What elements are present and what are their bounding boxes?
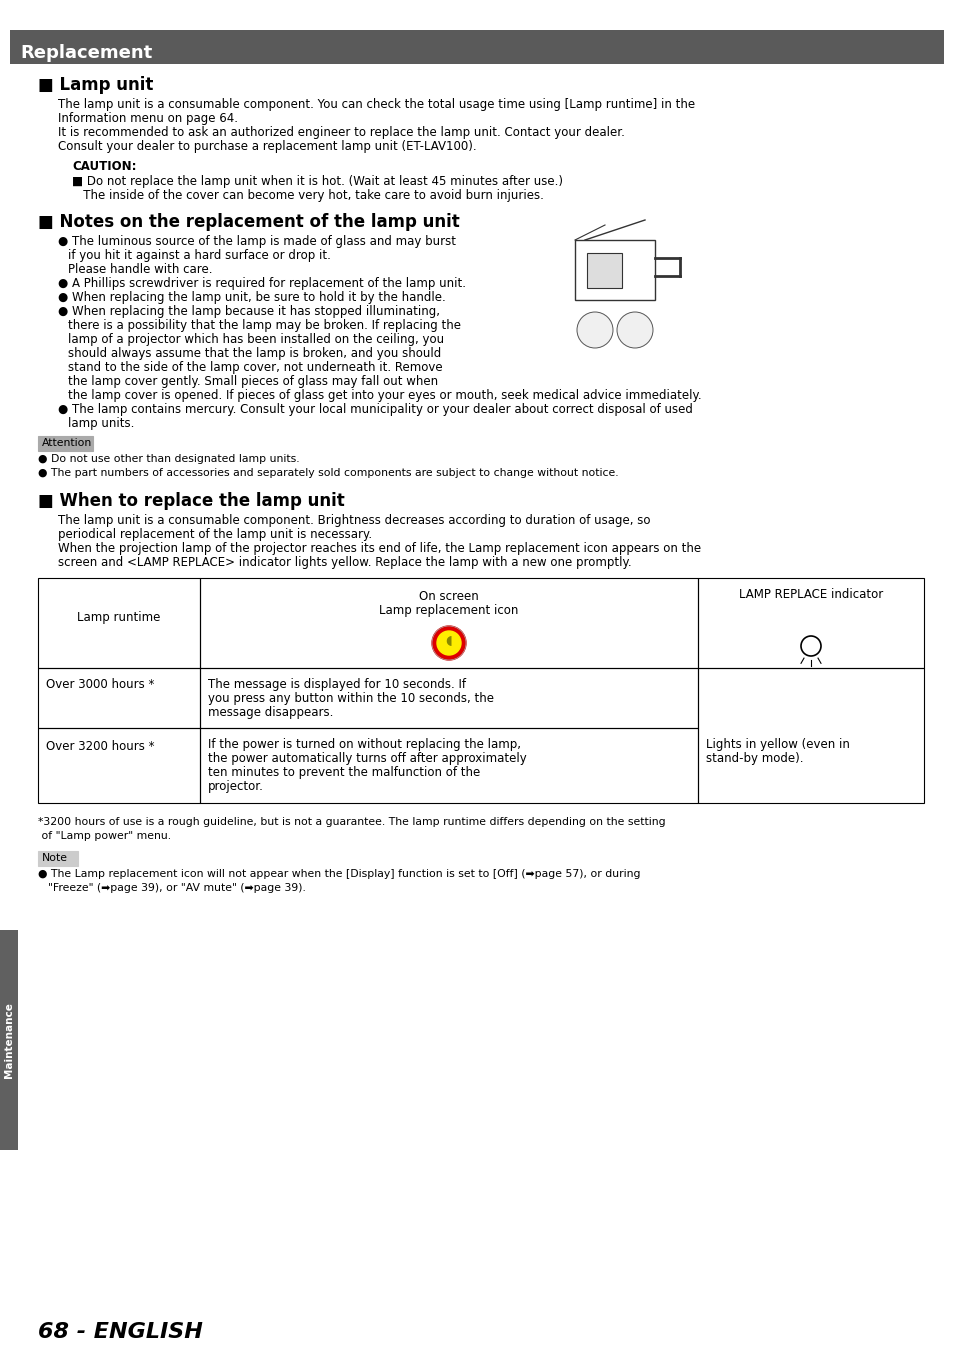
Text: Lamp replacement icon: Lamp replacement icon	[379, 603, 518, 617]
Text: screen and <LAMP REPLACE> indicator lights yellow. Replace the lamp with a new o: screen and <LAMP REPLACE> indicator ligh…	[58, 556, 631, 568]
Bar	[200, 728, 698, 803]
Bar	[200, 668, 698, 728]
Text: should always assume that the lamp is broken, and you should: should always assume that the lamp is br…	[68, 347, 441, 360]
Bar	[38, 728, 200, 803]
Text: The lamp unit is a consumable component. Brightness decreases according to durat: The lamp unit is a consumable component.…	[58, 514, 650, 526]
Text: Note: Note	[42, 853, 68, 863]
Text: Information menu on page 64.: Information menu on page 64.	[58, 112, 237, 126]
Text: Attention: Attention	[42, 437, 92, 448]
Circle shape	[436, 630, 460, 655]
Bar	[38, 578, 200, 668]
Text: lamp of a projector which has been installed on the ceiling, you: lamp of a projector which has been insta…	[68, 333, 444, 346]
Text: ● The luminous source of the lamp is made of glass and may burst: ● The luminous source of the lamp is mad…	[58, 235, 456, 248]
Text: stand to the side of the lamp cover, not underneath it. Remove: stand to the side of the lamp cover, not…	[68, 360, 442, 374]
Text: When the projection lamp of the projector reaches its end of life, the Lamp repl: When the projection lamp of the projecto…	[58, 541, 700, 555]
Text: stand-by mode).: stand-by mode).	[705, 752, 802, 765]
Text: ● Do not use other than designated lamp units.: ● Do not use other than designated lamp …	[38, 454, 299, 464]
Text: ■ Notes on the replacement of the lamp unit: ■ Notes on the replacement of the lamp u…	[38, 213, 459, 231]
Text: of "Lamp power" menu.: of "Lamp power" menu.	[38, 832, 171, 841]
Text: ◖: ◖	[445, 633, 452, 647]
Bar	[38, 668, 200, 728]
Text: ● When replacing the lamp because it has stopped illuminating,: ● When replacing the lamp because it has…	[58, 305, 439, 319]
Text: you press any button within the 10 seconds, the: you press any button within the 10 secon…	[208, 693, 494, 705]
Text: 68 - ENGLISH: 68 - ENGLISH	[38, 1322, 203, 1342]
Text: Over 3000 hours *: Over 3000 hours *	[46, 678, 154, 691]
Text: the lamp cover is opened. If pieces of glass get into your eyes or mouth, seek m: the lamp cover is opened. If pieces of g…	[68, 389, 700, 402]
Text: the power automatically turns off after approximately: the power automatically turns off after …	[208, 752, 526, 765]
Text: if you hit it against a hard surface or drop it.: if you hit it against a hard surface or …	[68, 248, 331, 262]
Bar	[698, 668, 923, 803]
Text: CAUTION:: CAUTION:	[71, 161, 136, 173]
Bar	[698, 578, 923, 668]
Text: there is a possibility that the lamp may be broken. If replacing the: there is a possibility that the lamp may…	[68, 319, 460, 332]
Text: Consult your dealer to purchase a replacement lamp unit (ET-LAV100).: Consult your dealer to purchase a replac…	[58, 140, 476, 153]
Text: projector.: projector.	[208, 780, 264, 792]
Circle shape	[617, 312, 652, 348]
Bar	[38, 850, 78, 865]
Text: The inside of the cover can become very hot, take care to avoid burn injuries.: The inside of the cover can become very …	[71, 189, 543, 202]
Text: The lamp unit is a consumable component. You can check the total usage time usin: The lamp unit is a consumable component.…	[58, 99, 695, 111]
Text: ■ When to replace the lamp unit: ■ When to replace the lamp unit	[38, 491, 344, 510]
Text: ● The lamp contains mercury. Consult your local municipality or your dealer abou: ● The lamp contains mercury. Consult you…	[58, 404, 692, 416]
Bar	[586, 252, 621, 288]
Bar	[0, 930, 18, 1150]
Text: ● The Lamp replacement icon will not appear when the [Display] function is set t: ● The Lamp replacement icon will not app…	[38, 869, 639, 879]
Text: On screen: On screen	[418, 590, 478, 603]
Text: If the power is turned on without replacing the lamp,: If the power is turned on without replac…	[208, 738, 520, 751]
Text: ten minutes to prevent the malfunction of the: ten minutes to prevent the malfunction o…	[208, 765, 479, 779]
Circle shape	[432, 626, 465, 660]
Text: Lights in yellow (even in: Lights in yellow (even in	[705, 738, 849, 751]
Text: Replacement: Replacement	[20, 45, 152, 62]
Text: lamp units.: lamp units.	[68, 417, 134, 431]
Text: ■ Do not replace the lamp unit when it is hot. (Wait at least 45 minutes after u: ■ Do not replace the lamp unit when it i…	[71, 176, 562, 188]
Text: message disappears.: message disappears.	[208, 706, 333, 720]
Text: Maintenance: Maintenance	[4, 1002, 14, 1077]
Circle shape	[577, 312, 613, 348]
Text: LAMP REPLACE indicator: LAMP REPLACE indicator	[739, 589, 882, 601]
Text: Over 3200 hours *: Over 3200 hours *	[46, 740, 154, 753]
Bar	[575, 240, 655, 300]
Bar	[200, 578, 698, 668]
Text: It is recommended to ask an authorized engineer to replace the lamp unit. Contac: It is recommended to ask an authorized e…	[58, 126, 624, 139]
Text: ■ Lamp unit: ■ Lamp unit	[38, 76, 153, 95]
Text: "Freeze" (➡page 39), or "AV mute" (➡page 39).: "Freeze" (➡page 39), or "AV mute" (➡page…	[48, 883, 306, 892]
Text: ● A Phillips screwdriver is required for replacement of the lamp unit.: ● A Phillips screwdriver is required for…	[58, 277, 465, 290]
Text: The message is displayed for 10 seconds. If: The message is displayed for 10 seconds.…	[208, 678, 465, 691]
Text: Lamp runtime: Lamp runtime	[77, 612, 160, 625]
Text: ● When replacing the lamp unit, be sure to hold it by the handle.: ● When replacing the lamp unit, be sure …	[58, 292, 445, 304]
Bar	[38, 436, 92, 451]
Text: ● The part numbers of accessories and separately sold components are subject to : ● The part numbers of accessories and se…	[38, 468, 618, 478]
Text: *3200 hours of use is a rough guideline, but is not a guarantee. The lamp runtim: *3200 hours of use is a rough guideline,…	[38, 817, 665, 828]
Text: periodical replacement of the lamp unit is necessary.: periodical replacement of the lamp unit …	[58, 528, 372, 541]
Text: the lamp cover gently. Small pieces of glass may fall out when: the lamp cover gently. Small pieces of g…	[68, 375, 437, 387]
Text: Please handle with care.: Please handle with care.	[68, 263, 213, 275]
Bar	[10, 30, 943, 63]
